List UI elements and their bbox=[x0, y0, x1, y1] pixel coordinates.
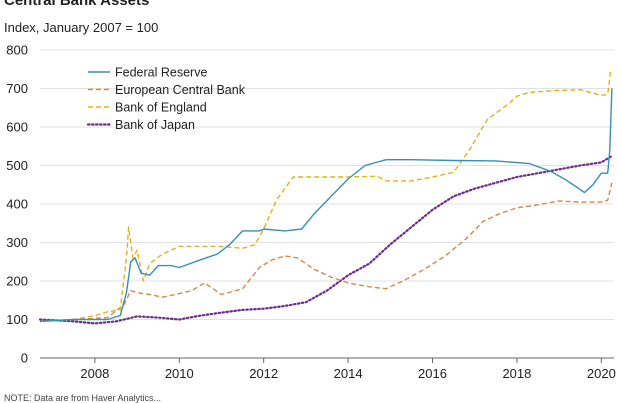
chart-subtitle: Index, January 2007 = 100 bbox=[4, 20, 159, 35]
y-tick-label: 100 bbox=[6, 312, 28, 327]
chart-title: Central Bank Assets bbox=[4, 0, 150, 9]
y-tick-label: 400 bbox=[6, 197, 28, 212]
y-tick-label: 200 bbox=[6, 274, 28, 289]
legend-label: Bank of Japan bbox=[115, 118, 195, 132]
series-lines bbox=[38, 71, 613, 325]
y-tick-label: 0 bbox=[21, 351, 28, 366]
legend-label: Federal Reserve bbox=[115, 66, 207, 80]
x-tick-label: 2012 bbox=[249, 366, 278, 381]
series-line-bank-of-england bbox=[39, 71, 612, 323]
x-tick-label: 2010 bbox=[165, 366, 194, 381]
footnote: NOTE: Data are from Haver Analytics... bbox=[4, 393, 162, 403]
y-tick-label: 300 bbox=[6, 235, 28, 250]
x-axis-ticks: 2008 2010 2012 2014 2016 2018 2020 bbox=[80, 358, 616, 381]
x-tick-label: 2018 bbox=[502, 366, 531, 381]
x-tick-label: 2008 bbox=[80, 366, 109, 381]
series-line-bank-of-japan bbox=[38, 154, 613, 325]
y-axis-ticks: 0 100 200 300 400 500 600 700 800 bbox=[6, 43, 28, 366]
legend-label: European Central Bank bbox=[115, 83, 246, 97]
y-tick-label: 700 bbox=[6, 81, 28, 96]
gridlines bbox=[40, 49, 614, 359]
y-tick-label: 800 bbox=[6, 43, 28, 58]
series-line-european-central-bank bbox=[39, 182, 613, 323]
legend: Federal Reserve European Central Bank Bank… bbox=[86, 66, 246, 132]
x-tick-label: 2016 bbox=[418, 366, 447, 381]
x-tick-label: 2014 bbox=[334, 366, 363, 381]
y-tick-label: 600 bbox=[6, 120, 28, 135]
series-line-federal-reserve bbox=[39, 88, 613, 323]
y-tick-label: 500 bbox=[6, 158, 28, 173]
legend-label: Bank of England bbox=[115, 101, 207, 115]
x-tick-label: 2020 bbox=[587, 366, 616, 381]
